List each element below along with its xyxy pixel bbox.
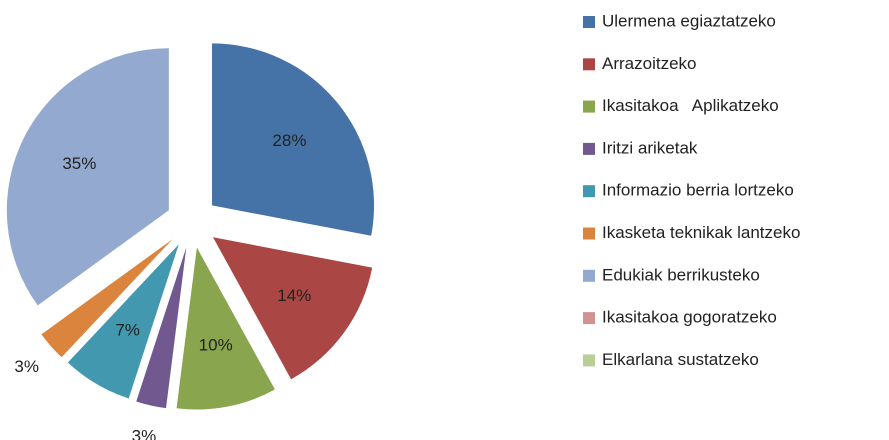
legend-label: Ulermena egiaztatzeko	[602, 11, 776, 30]
legend-swatch	[583, 142, 595, 155]
legend-swatch	[583, 16, 595, 28]
legend-label: Edukiak berrikusteko	[602, 265, 760, 284]
pie-slice	[213, 237, 373, 380]
pie-slice	[212, 43, 375, 236]
legend-swatch	[583, 269, 595, 282]
data-label: 28%	[272, 131, 306, 150]
legend-swatch	[583, 185, 595, 198]
legend-swatch	[583, 227, 595, 240]
pie-slice	[41, 239, 173, 358]
data-label: 10%	[199, 336, 233, 355]
legend-swatch	[583, 58, 595, 71]
legend-label: Arrazoitzeko	[602, 54, 696, 73]
legend-label: Ikasitakoa Aplikatzeko	[602, 96, 779, 115]
data-label: 3%	[132, 427, 157, 440]
data-label: 3%	[14, 357, 39, 376]
data-label: 7%	[115, 320, 140, 339]
legend-swatch	[583, 312, 595, 325]
data-label: 35%	[62, 154, 96, 173]
legend-swatch	[583, 354, 595, 367]
legend-label: Informazio berria lortzeko	[602, 181, 794, 200]
pie-slice	[136, 247, 187, 409]
pie-slice	[6, 48, 169, 306]
data-label: 14%	[277, 286, 311, 305]
legend-label: Ikasketa teknikak lantzeko	[602, 223, 800, 242]
legend-swatch	[583, 100, 595, 113]
legend-label: Ikasitakoa gogoratzeko	[602, 308, 777, 327]
pie-slice	[67, 244, 179, 399]
legend-label: Iritzi ariketak	[602, 138, 698, 157]
legend-label: Elkarlana sustatzeko	[602, 350, 759, 369]
pie-slice	[176, 247, 275, 410]
